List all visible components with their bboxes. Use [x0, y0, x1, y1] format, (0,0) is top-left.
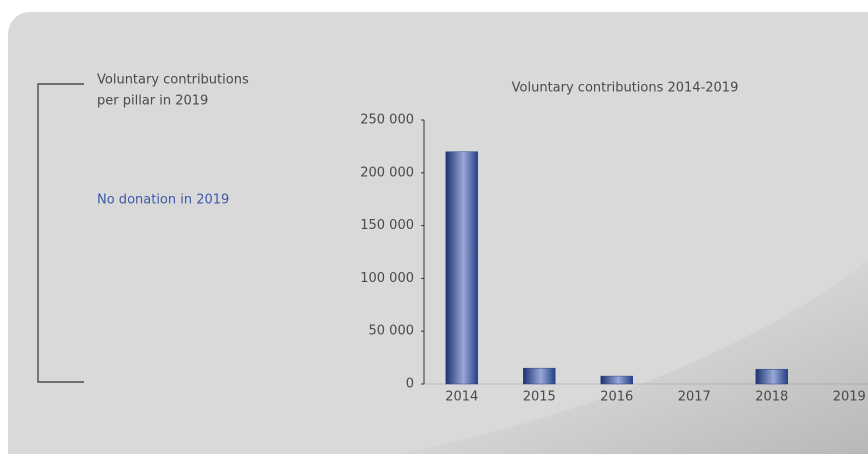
x-tick-label: 2019 — [833, 390, 866, 405]
bar — [523, 367, 556, 385]
heading-line: per pillar in 2019 — [97, 94, 208, 109]
y-tick-label: 100 000 — [360, 271, 414, 286]
x-tick-label: 2018 — [755, 390, 788, 405]
bar — [755, 368, 788, 385]
decoration — [400, 260, 868, 454]
x-tick-label: 2017 — [678, 390, 711, 405]
panel — [8, 12, 868, 454]
y-tick-label: 50 000 — [369, 324, 415, 339]
bracket — [37, 83, 84, 383]
x-tick-label: 2015 — [523, 390, 556, 405]
bar — [600, 375, 633, 385]
bar — [445, 151, 478, 385]
x-tick-label: 2014 — [445, 390, 478, 405]
y-tick-label: 150 000 — [360, 218, 414, 233]
y-tick-label: 250 000 — [360, 113, 414, 128]
y-tick-label: 200 000 — [360, 165, 414, 180]
chart-title: Voluntary contributions 2014-2019 — [512, 81, 739, 96]
y-tick-label: 0 — [406, 377, 414, 392]
heading-line: Voluntary contributions — [97, 73, 249, 88]
x-tick-label: 2016 — [600, 390, 633, 405]
note: No donation in 2019 — [97, 193, 229, 208]
